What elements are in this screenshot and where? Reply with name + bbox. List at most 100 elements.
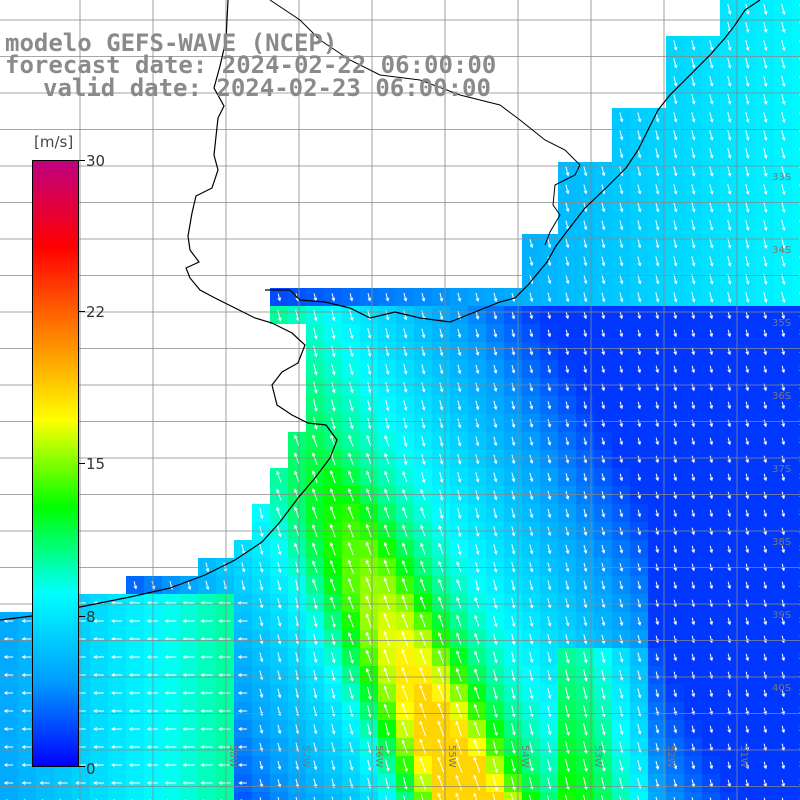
wind-arrow [438, 597, 444, 609]
wind-arrow-head [727, 136, 732, 141]
wind-arrow [709, 635, 713, 643]
wind-arrow-head [673, 567, 678, 572]
speed-cell [540, 792, 558, 800]
wind-arrow-head [200, 763, 205, 767]
wind-arrow [583, 311, 587, 319]
wind-arrow-head [438, 560, 442, 565]
wind-arrow-head [781, 729, 786, 734]
wind-arrow [312, 543, 318, 555]
wind-arrow [438, 561, 444, 573]
wind-arrow-head [655, 495, 660, 500]
wind-arrow-head [691, 244, 696, 249]
wind-arrow [295, 652, 299, 662]
wind-arrow-head [583, 172, 588, 177]
wind-arrow-head [473, 686, 478, 691]
wind-arrow-head [419, 702, 423, 707]
wind-arrow-head [493, 424, 498, 429]
speed-cell [792, 450, 800, 468]
wind-arrow-head [493, 388, 498, 393]
wind-arrow [655, 743, 659, 751]
wind-arrow [366, 560, 372, 574]
wind-arrow-head [365, 577, 370, 582]
wind-arrow-head [673, 711, 678, 716]
wind-arrow [673, 635, 677, 643]
wind-arrow-head [128, 781, 133, 785]
wind-arrow-head [3, 655, 8, 659]
wind-arrow-head [146, 727, 151, 731]
wind-arrow [259, 761, 263, 769]
wind-arrow [511, 508, 515, 518]
speed-cell [792, 684, 800, 702]
wind-arrow-head [511, 298, 516, 303]
wind-arrow-head [259, 730, 264, 735]
wind-arrow [455, 793, 460, 800]
wind-arrow [547, 705, 551, 717]
speed-cell [792, 774, 800, 792]
colorbar-tickmark [79, 766, 85, 767]
wind-arrow [745, 599, 749, 607]
wind-arrow [437, 775, 445, 791]
wind-arrow-head [437, 614, 442, 619]
wind-arrow-head [332, 623, 336, 628]
wind-arrow-head [547, 423, 552, 428]
wind-arrow [691, 401, 695, 409]
wind-arrow-head [763, 64, 768, 69]
wind-arrow [565, 220, 569, 230]
wind-arrow-head [727, 172, 732, 177]
wind-arrow-head [384, 434, 388, 439]
wind-arrow [637, 292, 641, 302]
wind-arrow-head [218, 745, 223, 749]
wind-arrow [763, 563, 767, 571]
wind-arrow-head [673, 315, 678, 320]
wind-arrow-head [763, 136, 768, 141]
wind-arrow-head [348, 434, 352, 439]
wind-arrow [438, 667, 444, 683]
wind-arrow-head [420, 524, 424, 529]
wind-arrow-head [673, 64, 678, 69]
wind-arrow-head [565, 640, 570, 645]
wind-arrow [241, 580, 245, 590]
wind-arrow-head [512, 786, 516, 791]
wind-arrow [781, 93, 785, 105]
wind-arrow-head [781, 423, 786, 428]
wind-arrow-head [547, 459, 552, 464]
wind-arrow-head [655, 136, 660, 141]
wind-arrow [582, 776, 588, 790]
wind-arrow [619, 365, 623, 373]
wind-arrow [547, 256, 551, 266]
wind-arrow-head [313, 676, 318, 681]
wind-arrow-head [475, 478, 480, 483]
wind-arrow [331, 399, 335, 411]
wind-arrow-head [673, 262, 678, 267]
wind-arrow-head [691, 100, 696, 105]
wind-arrow [439, 454, 443, 464]
wind-arrow-head [403, 443, 408, 448]
wind-arrow-head [727, 226, 732, 231]
wind-arrow [259, 543, 263, 555]
wind-arrow-head [745, 226, 750, 231]
wind-arrow [673, 76, 677, 86]
wind-arrow [529, 256, 533, 266]
wind-arrow [511, 382, 515, 392]
wind-arrow-head [475, 370, 480, 375]
wind-arrow-head [385, 407, 390, 412]
wind-arrow [511, 723, 515, 735]
wind-arrow [691, 473, 695, 481]
wind-arrow-head [368, 713, 372, 718]
wind-arrow-head [655, 459, 660, 464]
wind-arrow-head [619, 567, 624, 572]
speed-cell [792, 144, 800, 162]
wind-arrow-head [565, 604, 570, 609]
wind-arrow-head [93, 709, 98, 713]
wind-arrow [763, 75, 767, 87]
wind-arrow [763, 545, 767, 553]
wind-arrow-head [691, 477, 696, 482]
wind-arrow-head [200, 781, 205, 785]
wind-arrow [294, 471, 300, 483]
wind-arrow [277, 616, 281, 626]
wind-arrow [745, 563, 749, 571]
wind-arrow [637, 724, 641, 734]
wind-arrow [313, 417, 317, 429]
wind-arrow [403, 364, 407, 374]
wind-arrow [583, 220, 587, 230]
